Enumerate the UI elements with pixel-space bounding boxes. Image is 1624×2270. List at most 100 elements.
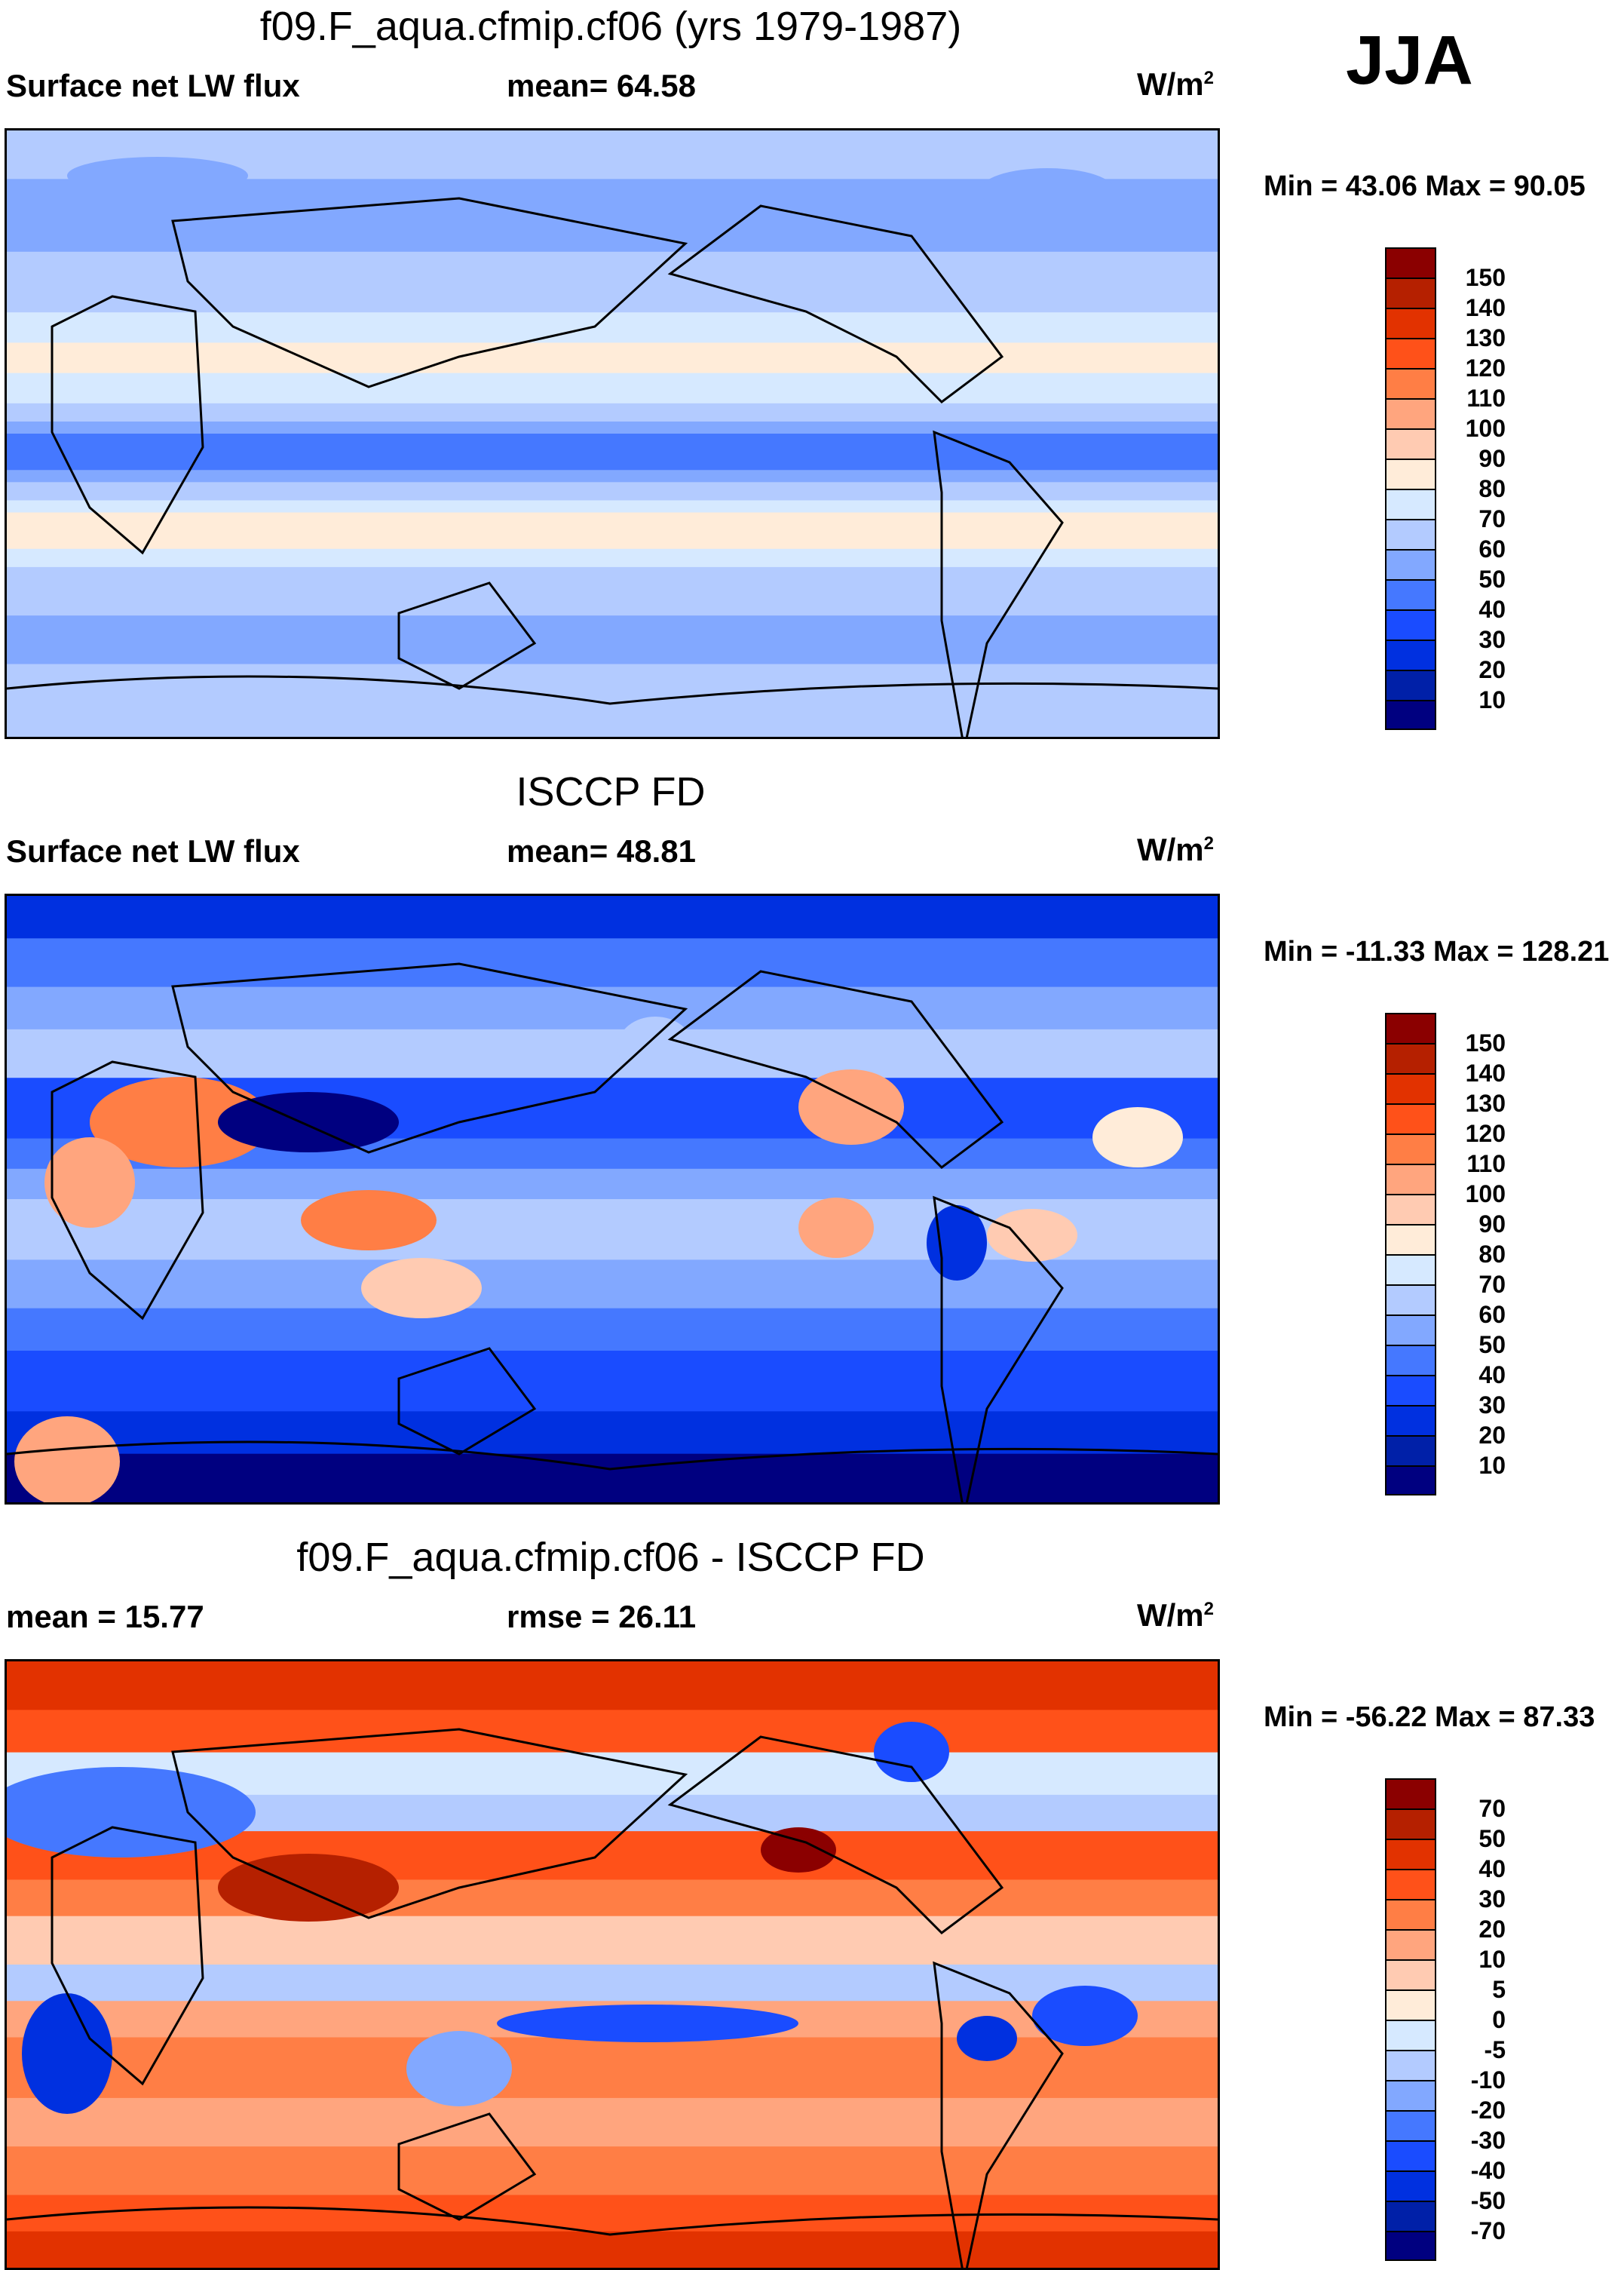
colorbar-swatch	[1385, 519, 1436, 549]
variable-label: mean = 15.77	[6, 1599, 204, 1634]
colorbar-swatch	[1385, 670, 1436, 700]
colorbar-tick-label: 20	[1478, 1422, 1506, 1449]
colorbar-tick-label: 80	[1478, 1241, 1506, 1268]
colorbar-tick-label: 30	[1478, 1885, 1506, 1913]
panel-title: f09.F_aqua.cfmip.cf06 - ISCCP FD	[296, 1535, 925, 1580]
contour-field	[0, 1661, 1218, 2270]
contour-band	[7, 512, 1218, 550]
colorbar-swatch	[1385, 2020, 1436, 2050]
colorbar-tick-label: 70	[1478, 505, 1506, 532]
colorbar-swatch	[1385, 1929, 1436, 1959]
contour-band	[7, 1965, 1218, 2002]
coastlines	[6, 1728, 1218, 2270]
colorbar-tick-label: 50	[1478, 566, 1506, 593]
contour-band	[7, 312, 1218, 344]
coastlines	[6, 197, 1218, 750]
colorbar-tick-label: 5	[1492, 1976, 1506, 2003]
colorbar-tick-label: 50	[1478, 1825, 1506, 1852]
colorbar-swatch	[1385, 1899, 1436, 1929]
contour-band	[7, 1168, 1218, 1200]
units-label: W/m2	[1137, 832, 1214, 868]
stat-label: mean=	[507, 833, 608, 869]
contour-region	[361, 1258, 482, 1318]
units: W/m	[1137, 832, 1204, 867]
colorbar-swatch	[1385, 459, 1436, 489]
contour-band	[7, 1453, 1218, 1503]
colorbar-swatch	[1385, 2231, 1436, 2261]
colorbar-tick-label: -50	[1470, 2187, 1506, 2214]
colorbar-tick-label: 30	[1478, 1391, 1506, 1419]
contour-band	[7, 482, 1218, 502]
colorbar-tick-label: -30	[1470, 2127, 1506, 2154]
colorbar-swatch	[1385, 1254, 1436, 1284]
colorbar-swatch	[1385, 1345, 1436, 1375]
min-max-readout: Min = -11.33 Max = 128.21	[1264, 936, 1610, 968]
colorbar-tick-label: 120	[1465, 354, 1506, 382]
colorbar-tick-label: 130	[1465, 324, 1506, 351]
contour-band	[7, 615, 1218, 665]
colorbar-swatch	[1385, 2080, 1436, 2110]
contour-region	[90, 1077, 271, 1167]
contour-region	[497, 2005, 798, 2042]
colorbar-swatch	[1385, 278, 1436, 308]
contour-band	[7, 566, 1218, 617]
contour-band	[7, 1259, 1218, 1309]
colorbar-tick-label: -5	[1484, 2036, 1506, 2063]
contour-region	[957, 2016, 1017, 2061]
coastlines	[6, 962, 1218, 1515]
contour-band	[7, 1710, 1218, 1753]
contour-band	[7, 664, 1218, 738]
contour-region	[874, 1722, 949, 1782]
units: W/m	[1137, 1597, 1204, 1633]
colorbar-swatch	[1385, 1103, 1436, 1133]
colorbar-tick-label: 150	[1465, 264, 1506, 291]
colorbar-tick-label: -10	[1470, 2066, 1506, 2094]
contour-region	[1032, 1986, 1138, 2046]
panel-title: ISCCP FD	[516, 769, 706, 814]
colorbar-swatch	[1385, 1435, 1436, 1465]
colorbar-swatch	[1385, 609, 1436, 640]
colorbar-swatch	[1385, 2110, 1436, 2140]
contour-band	[7, 2146, 1218, 2196]
contour-region	[761, 1827, 836, 1873]
contour-band	[7, 342, 1218, 374]
contour-field	[6, 130, 1218, 750]
contour-region	[1092, 1107, 1183, 1167]
contour-band	[7, 1879, 1218, 1917]
colorbar-tick-label: 100	[1465, 1180, 1506, 1207]
colorbar-tick-label: 10	[1478, 1946, 1506, 1973]
colorbar-tick-label: 0	[1492, 2006, 1506, 2033]
contour-region	[67, 157, 248, 195]
colorbar-swatch	[1385, 1375, 1436, 1405]
contour-band	[7, 1411, 1218, 1455]
contour-band	[7, 470, 1218, 483]
units-label: W/m2	[1137, 66, 1214, 103]
stat-readout: mean= 64.58	[507, 68, 696, 104]
colorbar-tick-label: 10	[1478, 1452, 1506, 1479]
colorbar-swatch	[1385, 700, 1436, 730]
contour-band	[7, 403, 1218, 422]
contour-field	[6, 896, 1218, 1515]
colorbar-tick-label: 40	[1478, 596, 1506, 623]
colorbar-tick-label: -70	[1470, 2217, 1506, 2244]
colorbar-swatch	[1385, 1133, 1436, 1164]
colorbar-tick-label: 140	[1465, 1060, 1506, 1087]
map-panel	[0, 1659, 1220, 2270]
colorbar-swatch	[1385, 1989, 1436, 2020]
colorbar-swatch	[1385, 579, 1436, 609]
contour-band	[7, 1661, 1218, 1711]
contour-region	[22, 1993, 112, 2114]
colorbar-swatch	[1385, 2170, 1436, 2201]
contour-band	[7, 1916, 1218, 1965]
colorbar-swatch	[1385, 1013, 1436, 1043]
stat-readout: mean= 48.81	[507, 833, 696, 870]
colorbar	[1385, 1013, 1436, 1495]
colorbar-tick-label: 110	[1466, 1150, 1506, 1177]
season-label: JJA	[1346, 22, 1473, 99]
contour-band	[7, 500, 1218, 514]
contour-region	[0, 1767, 256, 1857]
stat-value: 26.11	[618, 1599, 697, 1634]
colorbar-tick-label: 50	[1478, 1331, 1506, 1358]
colorbar-swatch	[1385, 1314, 1436, 1345]
contour-band	[7, 2097, 1218, 2148]
